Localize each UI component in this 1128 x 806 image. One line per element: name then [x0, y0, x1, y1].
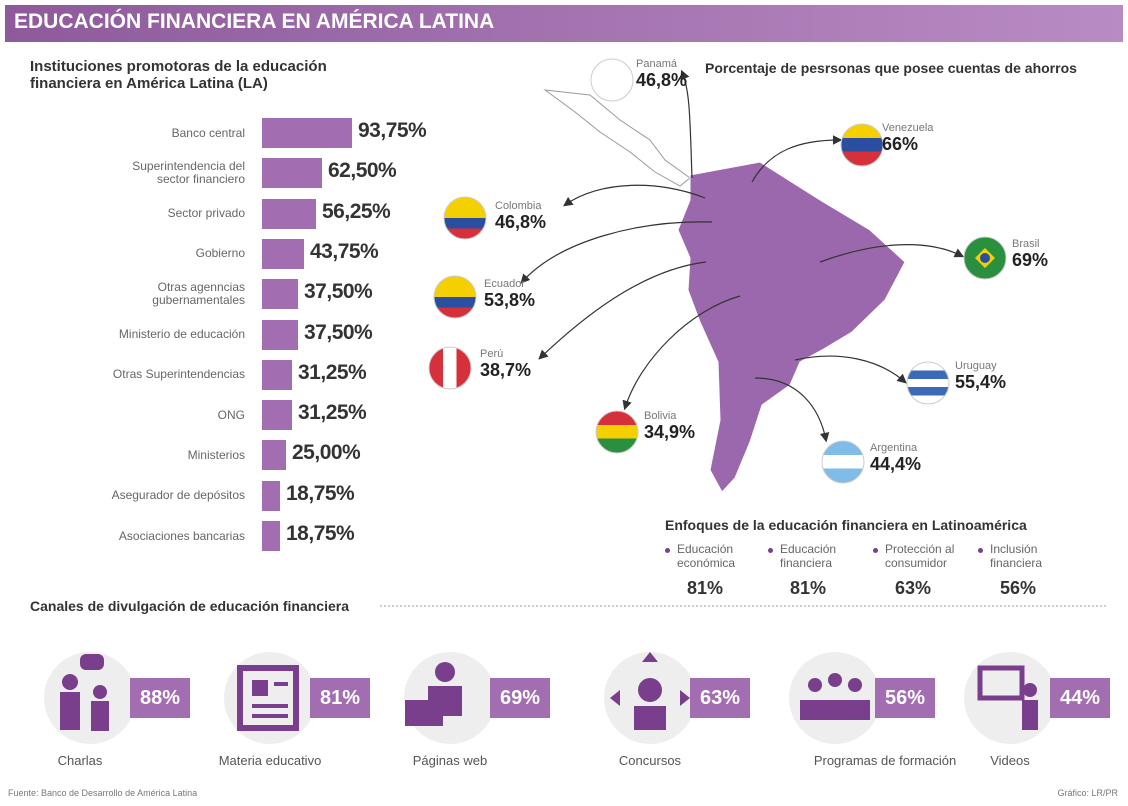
country-name: Argentina	[870, 442, 918, 454]
category-label: Otras Superintendencias	[112, 367, 245, 382]
country-name: Colombia	[495, 200, 542, 212]
value-label: 18,75%	[286, 481, 355, 505]
south-america	[677, 161, 906, 493]
flag-detail	[980, 253, 990, 263]
enfoque-value: 63%	[894, 578, 932, 598]
category-label: Ministerio de educación	[118, 327, 245, 341]
category-label: Banco central	[171, 125, 245, 140]
bullet	[978, 548, 983, 553]
credit: Gráfico: LR/PR	[1057, 788, 1118, 798]
bar	[262, 158, 322, 189]
channel-value: 44%	[1050, 678, 1110, 718]
enfoque-value: 56%	[999, 578, 1037, 598]
value-label: 43,75%	[310, 239, 379, 263]
channel-label: Charlas	[57, 753, 103, 768]
category-label: Sector privado	[167, 206, 245, 221]
bar	[262, 480, 280, 511]
country-value: 46,8%	[495, 212, 547, 232]
channel-label: Concursos	[618, 753, 682, 768]
value-label: 56,25%	[322, 199, 391, 223]
channel-value: 69%	[490, 678, 550, 718]
channel-value: 88%	[130, 678, 190, 718]
value-label: 31,25%	[298, 401, 367, 425]
bar	[262, 279, 298, 310]
enfoque-label: Inclusión financiera	[990, 542, 1043, 570]
channel-label: Videos	[990, 753, 1030, 768]
enfoque-value: 81%	[789, 578, 827, 598]
country-name: Venezuela	[882, 122, 934, 134]
category-label: Asociaciones bancarias	[118, 528, 245, 543]
bar	[262, 359, 292, 390]
category-label: ONG	[217, 407, 245, 422]
country-value: 38,7%	[480, 360, 532, 380]
icons	[60, 652, 1038, 731]
arrows	[520, 69, 965, 443]
enfoque-label: Educación financiera	[780, 542, 837, 570]
country-name: Perú	[480, 348, 504, 360]
source: Fuente: Banco de Desarrollo de América L…	[8, 788, 198, 798]
category-label: Asegurador de depósitos	[111, 488, 245, 503]
bar	[262, 521, 280, 551]
country-name: Uruguay	[955, 360, 997, 372]
bullet	[768, 548, 773, 553]
canales-title: Canales de divulgación de educación fina…	[30, 598, 349, 614]
channel-label: Programas de formación	[813, 753, 957, 768]
channel-label: Materia educativo	[218, 753, 322, 768]
value-label: 25,00%	[292, 441, 361, 465]
header-title: EDUCACIÓN FINANCIERA EN AMÉRICA LATINA	[14, 10, 495, 33]
value-label: 37,50%	[304, 320, 373, 344]
enfoque-label: Educación económica	[677, 542, 736, 570]
bar	[262, 440, 286, 471]
value-label: 31,25%	[298, 360, 367, 384]
country-name: Brasil	[1012, 238, 1040, 250]
country-value: 66%	[882, 134, 919, 154]
value-label: 37,50%	[304, 280, 373, 304]
map-title: Porcentaje de pesrsonas que posee cuenta…	[705, 60, 1077, 76]
country-value: 44,4%	[870, 454, 922, 474]
bar-title: Instituciones promotoras de la educación…	[30, 58, 327, 92]
channel-value: 63%	[690, 678, 750, 718]
category-label: Superintendencia del sector financiero	[132, 159, 245, 187]
enfoque-value: 81%	[686, 578, 724, 598]
bar	[262, 198, 316, 229]
category-label: Gobierno	[195, 246, 245, 261]
bar	[262, 238, 304, 269]
bar	[262, 118, 352, 148]
bullet	[665, 548, 670, 553]
country-value: 34,9%	[644, 422, 696, 442]
country-name: Ecuador	[484, 278, 525, 290]
bullet	[873, 548, 878, 553]
value-label: 62,50%	[328, 159, 397, 183]
central-america	[543, 89, 691, 187]
bar	[262, 400, 292, 431]
channel-value: 56%	[875, 678, 935, 718]
category-label: Ministerios	[187, 447, 245, 462]
country-value: 46,8%	[636, 70, 688, 90]
country-name: Panamá	[636, 58, 677, 70]
country-name: Bolivia	[644, 410, 677, 422]
enfoque-label: Protección al consumidor	[885, 542, 955, 570]
value-label: 93,75%	[358, 119, 427, 142]
value-label: 18,75%	[286, 522, 355, 545]
bar	[262, 319, 298, 350]
country-value: 69%	[1012, 250, 1049, 270]
country-value: 55,4%	[955, 372, 1007, 392]
channel-label: Páginas web	[412, 753, 488, 768]
category-label: Otras agenncias gubernamentales	[152, 280, 245, 308]
enfoques-title: Enfoques de la educación financiera en L…	[665, 517, 1027, 533]
header-bar	[5, 5, 1123, 42]
country-value: 53,8%	[484, 290, 536, 310]
channel-value: 81%	[310, 678, 370, 718]
